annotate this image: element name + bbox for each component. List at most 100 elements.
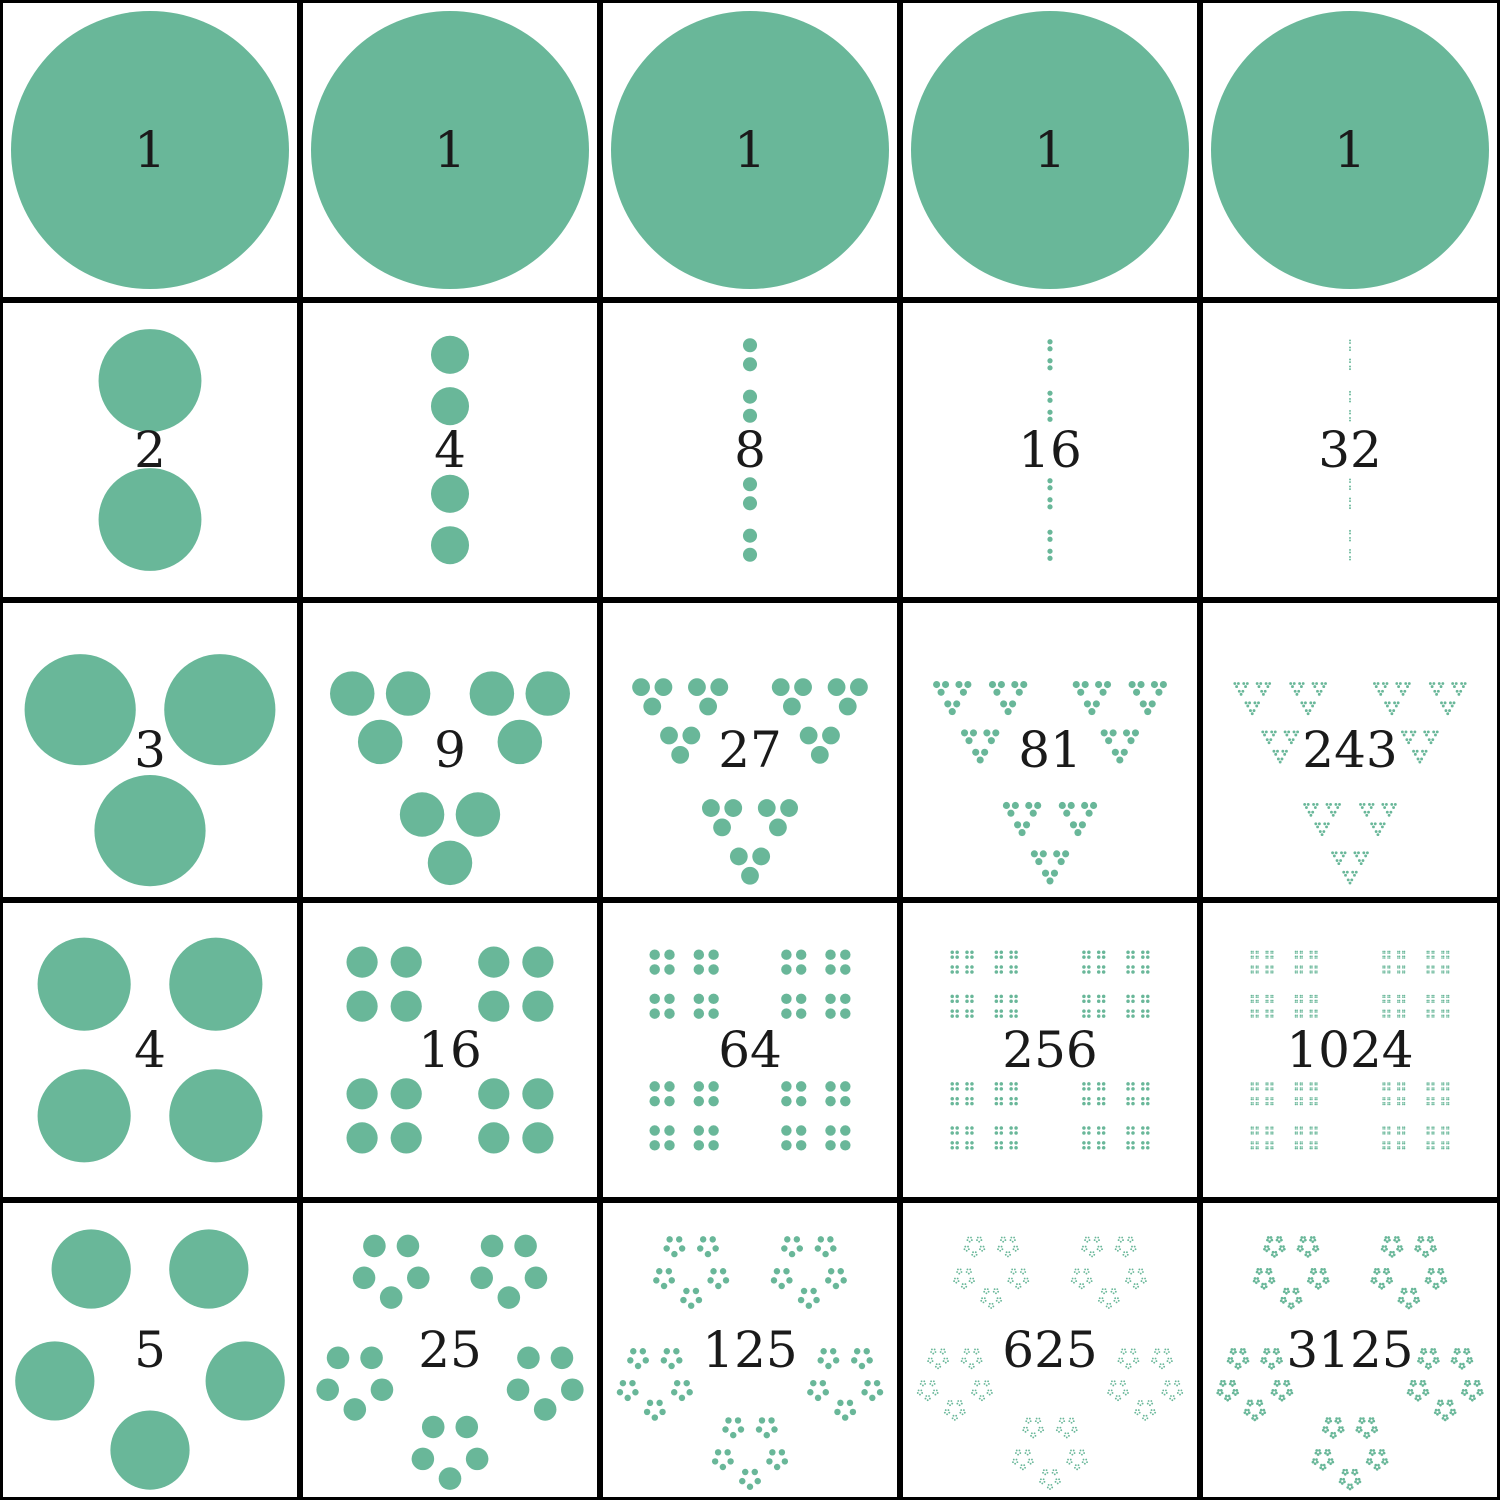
dot: [1405, 738, 1409, 742]
dot: [1441, 1097, 1443, 1099]
dot: [1435, 730, 1439, 734]
dot: [1421, 749, 1424, 753]
dot: [1255, 1142, 1258, 1145]
dot: [1014, 1009, 1018, 1013]
dot: [1131, 970, 1135, 974]
cell-count-label: 125: [702, 1321, 797, 1379]
dot: [1382, 1082, 1384, 1084]
dot: [1130, 1348, 1133, 1351]
dot: [1270, 952, 1272, 954]
dot: [1311, 955, 1313, 958]
dot: [430, 387, 470, 426]
dot: [1426, 1128, 1429, 1130]
dot: [1055, 1469, 1058, 1472]
dot: [1056, 1471, 1058, 1474]
dot: [533, 1398, 557, 1421]
dot: [1110, 1382, 1112, 1385]
dot: [1273, 1351, 1276, 1353]
dot: [1441, 1009, 1443, 1012]
dot: [719, 1268, 727, 1275]
dot: [970, 1271, 972, 1273]
dot: [960, 1409, 963, 1412]
dot: [1288, 1389, 1290, 1392]
dot: [822, 726, 840, 745]
dot: [1383, 970, 1386, 972]
dot: [1317, 1248, 1320, 1251]
dot: [1431, 957, 1433, 959]
dot: [1141, 1087, 1145, 1091]
dot: [970, 1131, 974, 1135]
dot: [983, 1248, 986, 1251]
dot: [98, 468, 202, 571]
dot: [1446, 1011, 1448, 1013]
dot: [1382, 1141, 1384, 1143]
dot: [1083, 700, 1091, 708]
dot: [1128, 1271, 1130, 1273]
dot: [1009, 950, 1013, 954]
dot: [1252, 1141, 1254, 1143]
dot: [1255, 1128, 1258, 1130]
dot: [1283, 1301, 1285, 1304]
dot: [1096, 955, 1101, 959]
dot: [1317, 1454, 1320, 1456]
dot: [1398, 965, 1401, 967]
dot: [1387, 1141, 1389, 1143]
dot: [1399, 689, 1403, 693]
dot: [1252, 965, 1254, 967]
grid-cell: 3125: [1200, 1200, 1500, 1500]
dot: [1247, 1360, 1250, 1363]
dot: [1082, 1449, 1085, 1452]
dot: [1316, 967, 1318, 969]
dot: [724, 799, 743, 817]
dot: [1419, 1248, 1422, 1251]
dot: [1388, 1128, 1391, 1130]
dot: [1271, 1128, 1274, 1130]
dot: [1426, 1133, 1429, 1135]
dot: [1307, 810, 1311, 814]
dot: [977, 1351, 980, 1353]
dot: [1309, 950, 1312, 953]
dot: [1270, 950, 1272, 953]
dot: [965, 1141, 969, 1145]
dot: [1310, 1239, 1312, 1242]
grid-cell: 16: [300, 900, 600, 1200]
dot: [1400, 1301, 1403, 1304]
dot: [1387, 967, 1389, 969]
dot: [1009, 1096, 1013, 1101]
dot: [997, 1245, 1000, 1248]
dot: [1250, 1133, 1253, 1135]
dot: [478, 1078, 510, 1110]
dot: [930, 1348, 933, 1351]
dot: [1141, 1277, 1144, 1280]
dot: [1219, 1393, 1222, 1396]
dot: [616, 1389, 624, 1396]
dot: [769, 818, 787, 837]
dot: [1111, 1380, 1113, 1383]
dot: [1430, 1241, 1432, 1243]
dot: [1387, 1098, 1389, 1101]
dot: [1020, 1268, 1023, 1271]
dot: [973, 1351, 976, 1353]
dot: [1299, 1087, 1302, 1089]
dot: [1426, 965, 1429, 967]
dot: [1010, 1271, 1013, 1273]
dot: [1271, 1001, 1274, 1003]
dot: [1397, 1248, 1400, 1251]
dot: [1442, 1088, 1445, 1091]
dot: [1338, 803, 1341, 806]
dot: [1383, 1009, 1386, 1012]
dot: [1044, 1473, 1047, 1476]
dot: [1255, 1083, 1258, 1086]
dot: [1316, 1458, 1318, 1461]
dot: [851, 1357, 858, 1364]
dot: [1397, 1103, 1399, 1106]
dot: [1141, 1131, 1145, 1135]
dot: [1433, 950, 1435, 953]
dot: [1388, 1088, 1391, 1091]
dot: [980, 1239, 983, 1242]
dot: [978, 1397, 981, 1400]
dot: [1149, 1411, 1152, 1414]
dot: [1265, 999, 1267, 1002]
dot: [1398, 1141, 1401, 1143]
dot: [1313, 806, 1317, 809]
